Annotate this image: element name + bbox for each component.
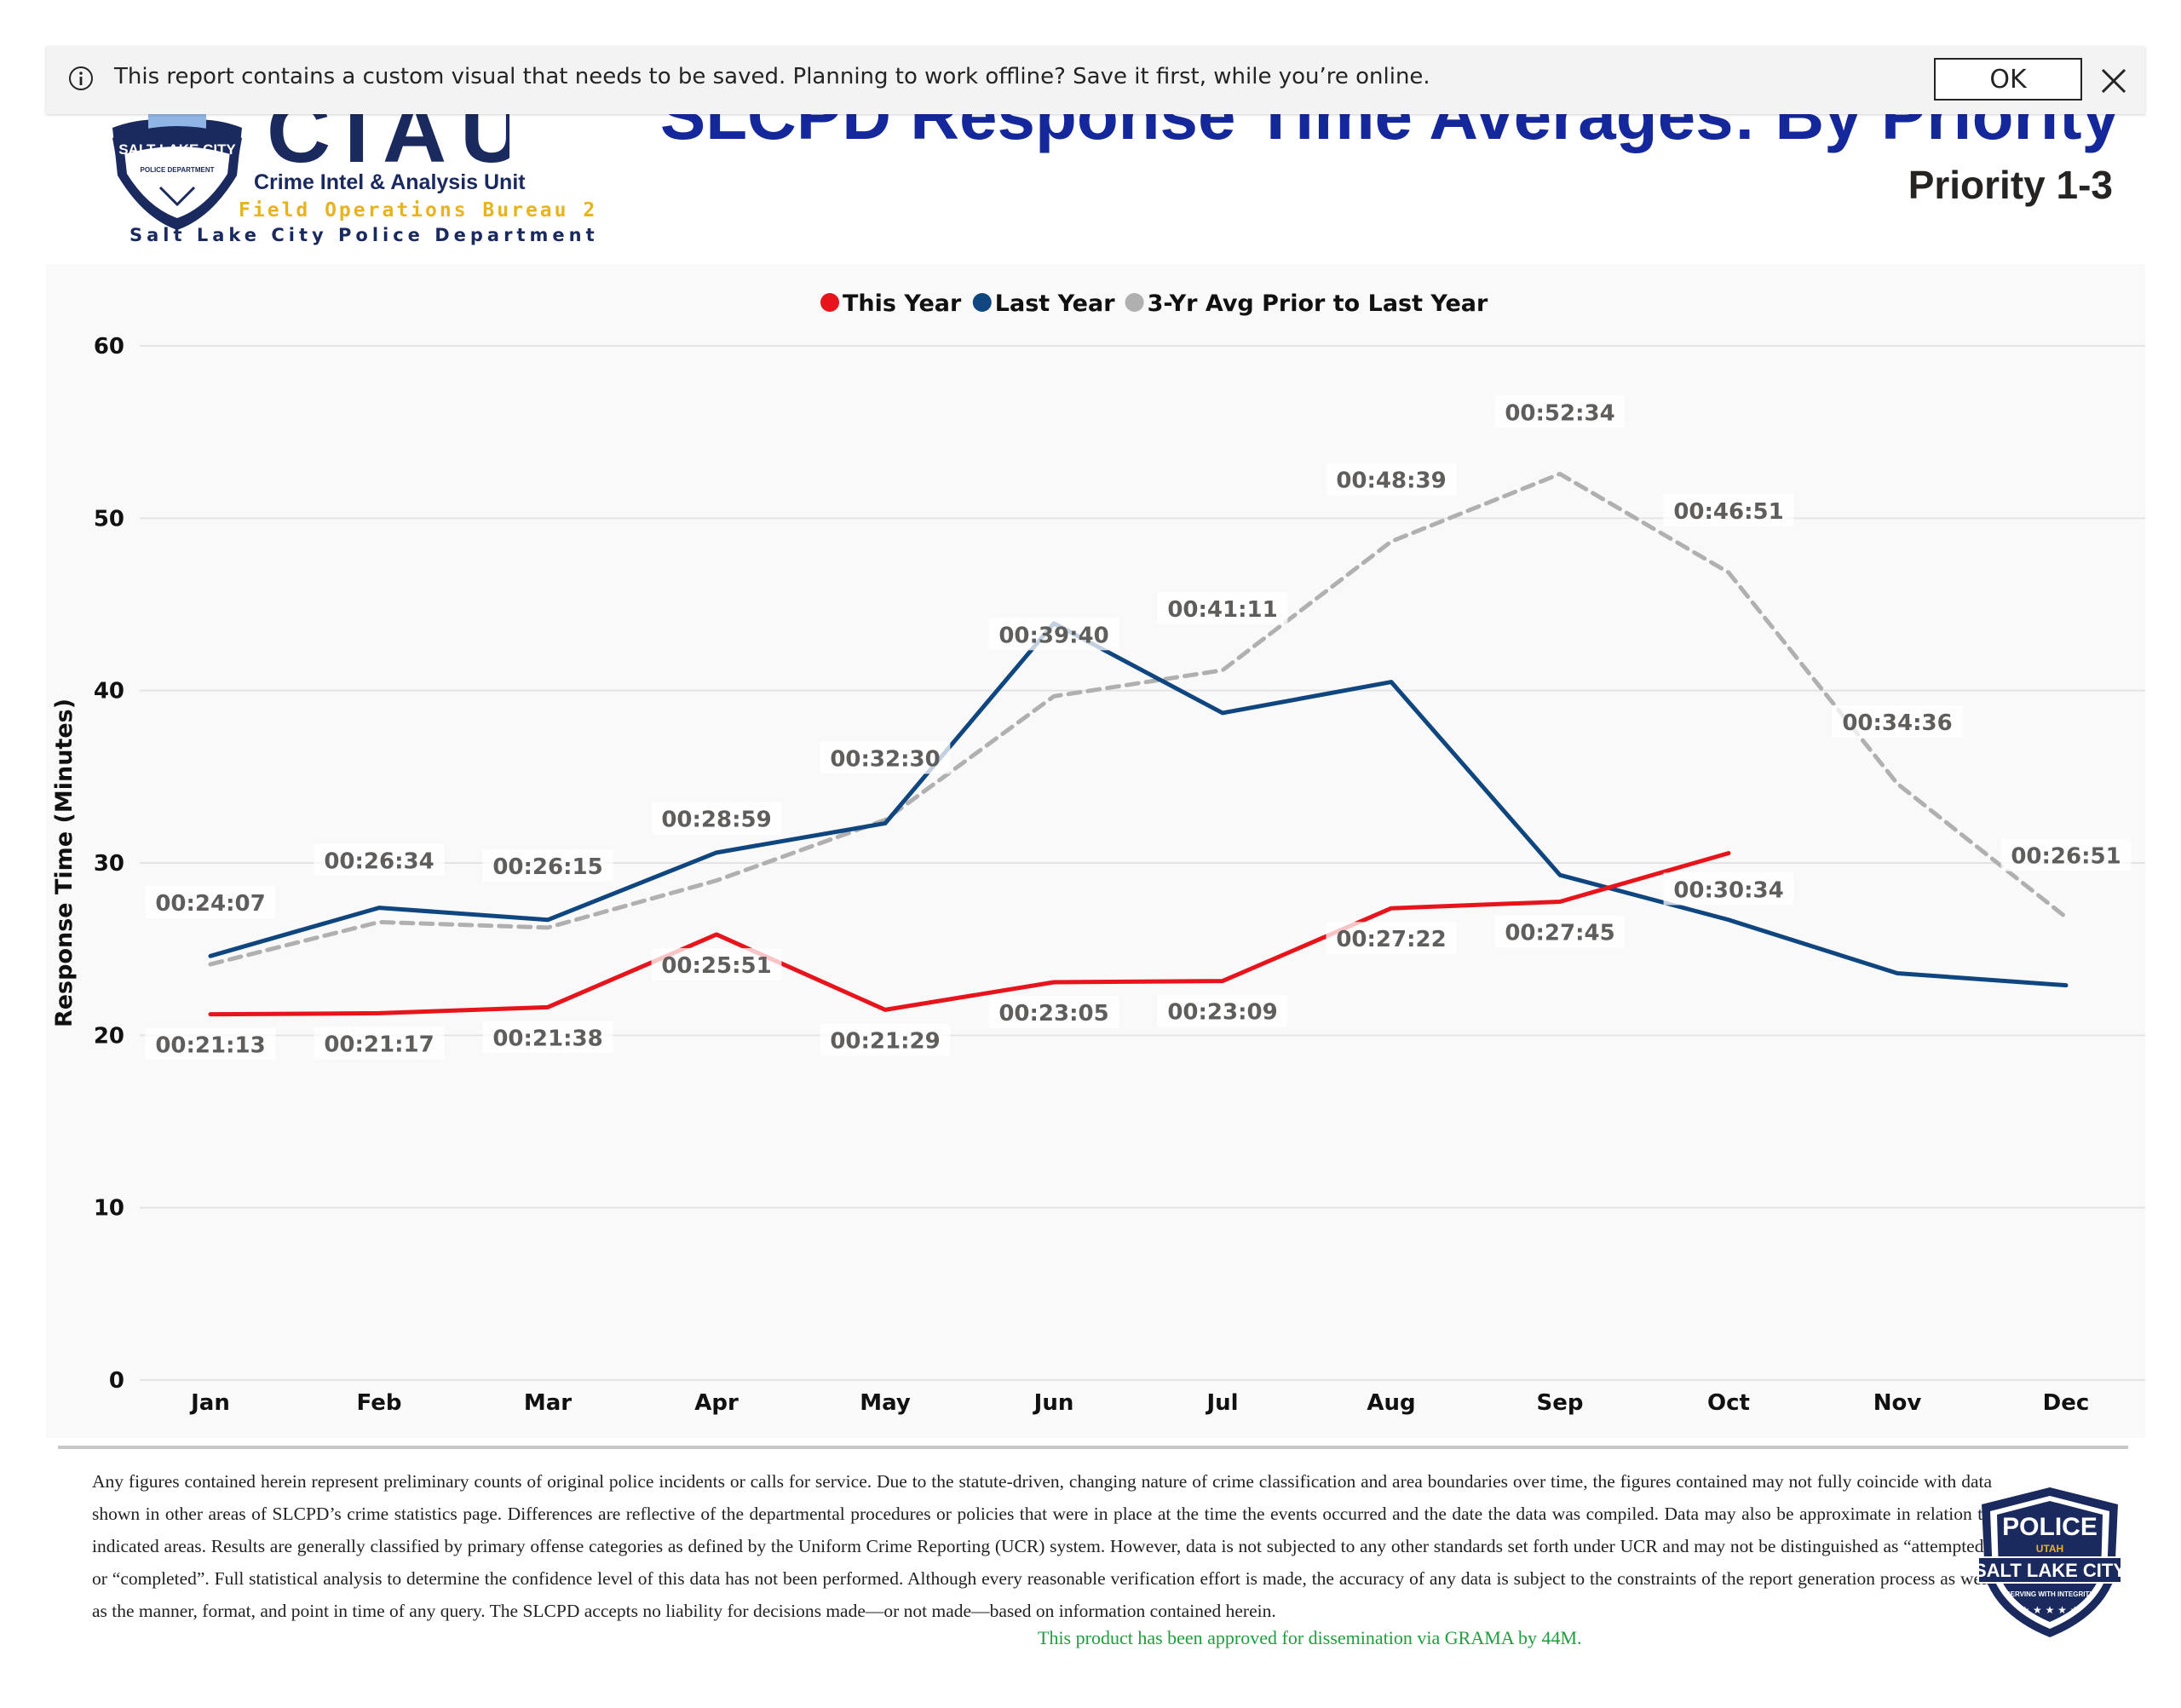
notification-message: This report contains a custom visual tha… bbox=[114, 64, 1430, 89]
data-label-bg bbox=[1663, 872, 1794, 906]
data-label: 00:21:38 bbox=[492, 1026, 602, 1051]
x-tick-label: Jan bbox=[189, 1390, 230, 1416]
x-tick-label: Aug bbox=[1367, 1390, 1415, 1416]
department-name: Salt Lake City Police Department bbox=[129, 225, 599, 245]
data-label-bg bbox=[820, 741, 951, 774]
x-tick-label: Feb bbox=[357, 1390, 402, 1416]
data-label: 00:27:22 bbox=[1336, 927, 1446, 952]
legend-label: 3-Yr Avg Prior to Last Year bbox=[1148, 290, 1488, 317]
data-label-bg bbox=[820, 1023, 951, 1056]
legend-marker bbox=[972, 293, 992, 312]
footer-divider bbox=[58, 1446, 2128, 1449]
series-line bbox=[208, 471, 2069, 967]
data-label: 00:52:34 bbox=[1505, 400, 1614, 426]
x-tick-label: Oct bbox=[1707, 1390, 1750, 1416]
data-label: 00:46:51 bbox=[1673, 499, 1783, 525]
legend-marker bbox=[1125, 293, 1144, 312]
data-label: 00:28:59 bbox=[661, 808, 771, 833]
data-label-bg bbox=[1157, 591, 1288, 624]
data-label-bg bbox=[1494, 915, 1626, 948]
data-label-bg bbox=[988, 618, 1119, 651]
data-label: 00:39:40 bbox=[998, 623, 1108, 648]
data-label-bg bbox=[988, 996, 1119, 1029]
data-label: 00:21:29 bbox=[830, 1028, 940, 1054]
y-tick-label: 30 bbox=[94, 851, 124, 877]
data-label-bg bbox=[482, 848, 613, 882]
y-tick-label: 10 bbox=[94, 1196, 124, 1222]
data-label: 00:27:45 bbox=[1505, 921, 1614, 946]
chart-panel: 0 10 20 30 40 50 60 Jan Feb Mar Apr May Jun Jul Aug Sep… bbox=[46, 264, 2145, 1438]
svg-text:UTAH: UTAH bbox=[2036, 1543, 2063, 1555]
y-tick-label: 60 bbox=[94, 334, 124, 359]
logo-shield-icon: SALT LAKE CITY POLICE DEPARTMENT bbox=[112, 104, 242, 230]
data-label: 00:21:13 bbox=[155, 1033, 265, 1059]
svg-text:SALT LAKE CITY: SALT LAKE CITY bbox=[118, 141, 236, 158]
data-label: 00:34:36 bbox=[1842, 710, 1952, 736]
y-tick-label: 50 bbox=[94, 506, 124, 532]
svg-text:POLICE DEPARTMENT: POLICE DEPARTMENT bbox=[141, 166, 215, 174]
data-label-bg bbox=[651, 802, 782, 835]
data-label-bg bbox=[314, 1027, 445, 1060]
disclaimer-text: Any figures contained herein represent p… bbox=[92, 1471, 1992, 1621]
data-label-bg bbox=[1326, 463, 1457, 496]
close-icon bbox=[2101, 68, 2126, 94]
data-label-bg bbox=[482, 1021, 613, 1054]
page-subtitle: Priority 1-3 bbox=[1908, 163, 2113, 207]
data-label: 00:24:07 bbox=[155, 891, 265, 917]
svg-text:SERVING WITH INTEGRITY: SERVING WITH INTEGRITY bbox=[2005, 1590, 2094, 1598]
y-tick-label: 20 bbox=[94, 1023, 124, 1049]
x-tick-label: Nov bbox=[1873, 1390, 1922, 1416]
data-label-bg bbox=[145, 1027, 276, 1061]
data-label-bg bbox=[145, 885, 276, 918]
data-label: 00:21:17 bbox=[324, 1032, 434, 1057]
data-label: 00:41:11 bbox=[1167, 597, 1277, 623]
svg-text:★ ★ ★ ★ ★: ★ ★ ★ ★ ★ bbox=[2020, 1604, 2079, 1616]
y-tick-label: 0 bbox=[109, 1368, 124, 1394]
data-label: 00:25:51 bbox=[661, 953, 771, 979]
data-label-bg bbox=[1326, 922, 1457, 955]
data-label-bg bbox=[1157, 994, 1288, 1027]
x-tick-label: Sep bbox=[1537, 1390, 1584, 1416]
ok-button[interactable]: OK bbox=[1934, 58, 2082, 101]
y-axis-label: Response Time (Minutes) bbox=[51, 699, 78, 1027]
data-label-bg bbox=[314, 843, 445, 877]
x-tick-label: Apr bbox=[694, 1390, 739, 1416]
notification-bar: This report contains a custom visual tha… bbox=[46, 46, 2145, 114]
info-icon bbox=[69, 66, 93, 90]
x-tick-label: Dec bbox=[2043, 1390, 2090, 1416]
data-label: 00:26:34 bbox=[324, 848, 434, 874]
data-label-bg bbox=[651, 947, 782, 981]
legend-label: This Year bbox=[843, 290, 962, 317]
legend-marker bbox=[820, 293, 839, 312]
data-label: 00:26:51 bbox=[2011, 844, 2121, 870]
data-label: 00:32:30 bbox=[830, 746, 940, 772]
response-time-chart: 0 10 20 30 40 50 60 Jan Feb Mar Apr May Jun Jul Aug Sep… bbox=[51, 290, 2145, 1416]
svg-text:POLICE: POLICE bbox=[2002, 1513, 2098, 1541]
x-tick-label: Jul bbox=[1205, 1390, 1238, 1416]
x-tick-label: Jun bbox=[1033, 1390, 1074, 1416]
data-label: 00:23:05 bbox=[998, 1001, 1108, 1027]
svg-text:SALT LAKE CITY: SALT LAKE CITY bbox=[1974, 1560, 2126, 1581]
data-label-bg bbox=[1663, 494, 1794, 527]
series-line bbox=[208, 850, 1731, 1017]
data-label-bg bbox=[1832, 704, 1963, 738]
close-notification-button[interactable] bbox=[2094, 61, 2133, 101]
legend-label: Last Year bbox=[995, 290, 1115, 317]
y-tick-label: 40 bbox=[94, 679, 124, 704]
data-label: 00:48:39 bbox=[1336, 469, 1446, 494]
police-badge-icon: POLICE UTAH SALT LAKE CITY SERVING WITH … bbox=[1974, 1487, 2126, 1637]
data-label-bg bbox=[2000, 838, 2132, 871]
data-label: 00:26:15 bbox=[492, 854, 602, 880]
data-label: 00:23:09 bbox=[1167, 1000, 1277, 1026]
data-label: 00:30:34 bbox=[1673, 877, 1783, 903]
approval-note: This product has been approved for disse… bbox=[1038, 1627, 1582, 1648]
series-line bbox=[208, 621, 2069, 988]
bureau-name: Field Operations Bureau 2 bbox=[239, 199, 598, 221]
unit-name: Crime Intel & Analysis Unit bbox=[254, 170, 526, 194]
data-label-bg bbox=[1494, 395, 1626, 428]
x-tick-label: Mar bbox=[524, 1390, 572, 1416]
x-tick-label: May bbox=[860, 1390, 911, 1416]
